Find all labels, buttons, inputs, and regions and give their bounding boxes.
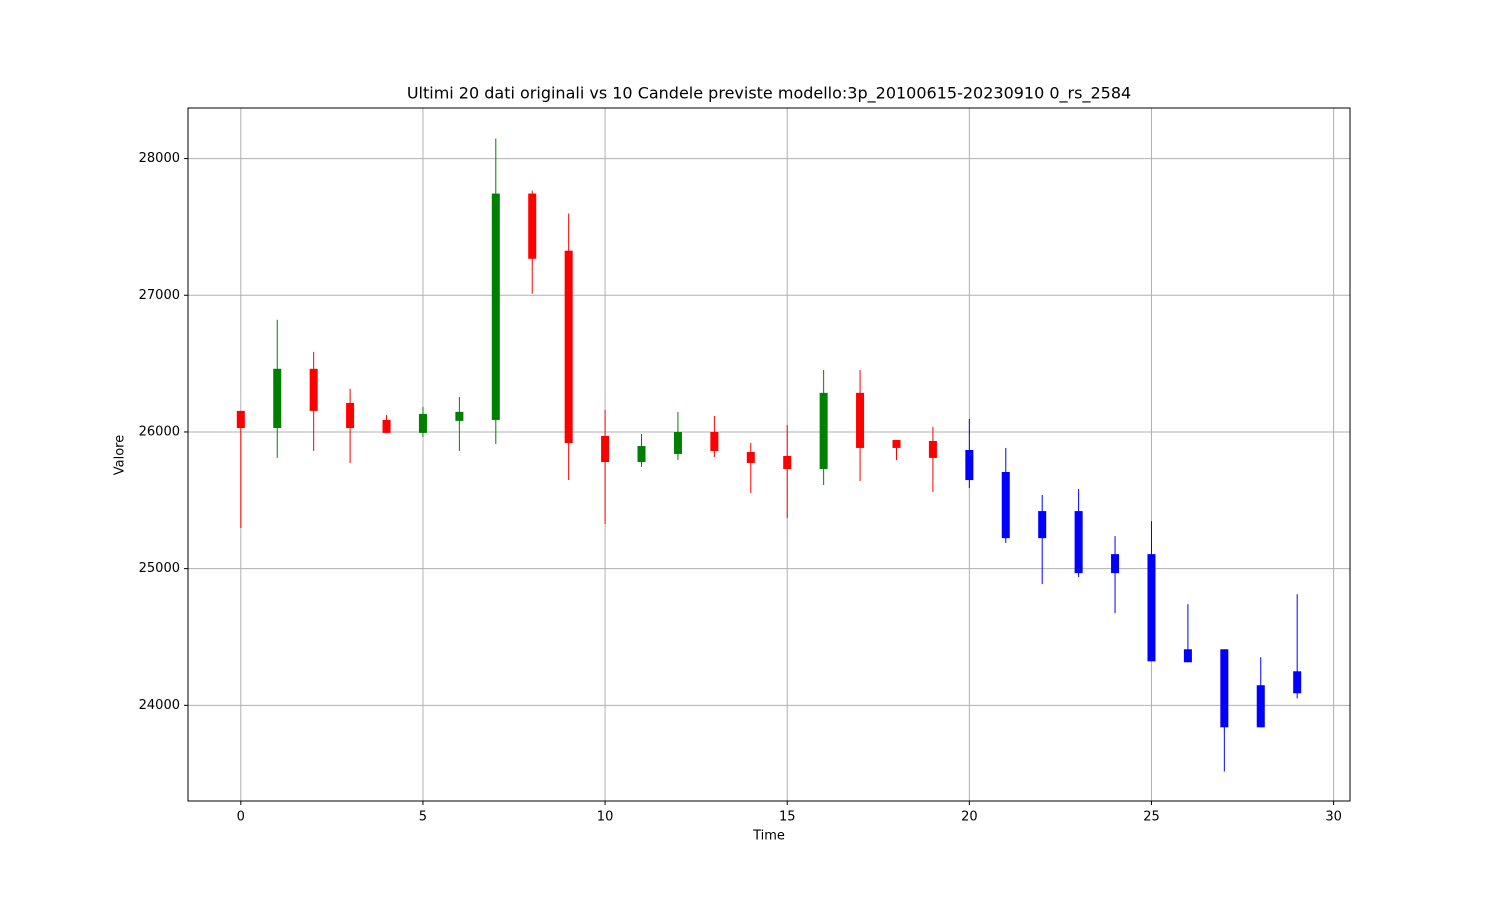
candle-body (965, 449, 974, 481)
chart-title: Ultimi 20 dati originali vs 10 Candele p… (407, 84, 1131, 104)
candle-body (1001, 471, 1010, 539)
x-tick-label: 0 (237, 810, 245, 825)
candle-body (673, 431, 682, 454)
x-tick-label: 5 (419, 810, 427, 825)
y-tick-label: 27000 (139, 288, 180, 303)
candle-body (491, 193, 500, 420)
candle-body (856, 392, 865, 448)
candle-body (892, 440, 901, 448)
candle-body (236, 410, 245, 428)
y-axis-label: Valore (113, 435, 128, 475)
candle-body (1147, 554, 1156, 662)
candle-body (1256, 685, 1265, 728)
candle-body (1074, 511, 1083, 574)
candle-body (819, 392, 828, 469)
candle-body (418, 413, 427, 433)
candle-body (564, 250, 573, 444)
y-tick-label: 28000 (139, 151, 180, 166)
x-tick-label: 20 (961, 810, 978, 825)
y-tick-label: 24000 (139, 698, 180, 713)
candle-body (637, 446, 646, 463)
candle-body (928, 440, 937, 458)
y-tick-label: 26000 (139, 424, 180, 439)
candle-body (1220, 649, 1229, 728)
candle-body (346, 402, 355, 428)
candle-body (455, 411, 464, 421)
candle-body (1111, 554, 1120, 574)
x-tick-label: 15 (779, 810, 796, 825)
candle-body (1293, 671, 1302, 694)
candle-body (710, 431, 719, 451)
candle-body (1038, 511, 1047, 539)
candle-body (746, 452, 755, 463)
candle-body (273, 368, 282, 428)
candle-body (783, 456, 792, 469)
candle-body (1183, 649, 1192, 663)
plot-frame (187, 107, 1351, 802)
x-tick-label: 25 (1143, 810, 1160, 825)
x-tick-label: 30 (1325, 810, 1342, 825)
candle-body (528, 193, 537, 259)
x-axis-label: Time (752, 829, 785, 844)
x-tick-label: 10 (597, 810, 614, 825)
candle-body (309, 368, 318, 411)
y-tick-label: 25000 (139, 561, 180, 576)
candle-body (601, 435, 610, 463)
candle-body (382, 419, 391, 433)
